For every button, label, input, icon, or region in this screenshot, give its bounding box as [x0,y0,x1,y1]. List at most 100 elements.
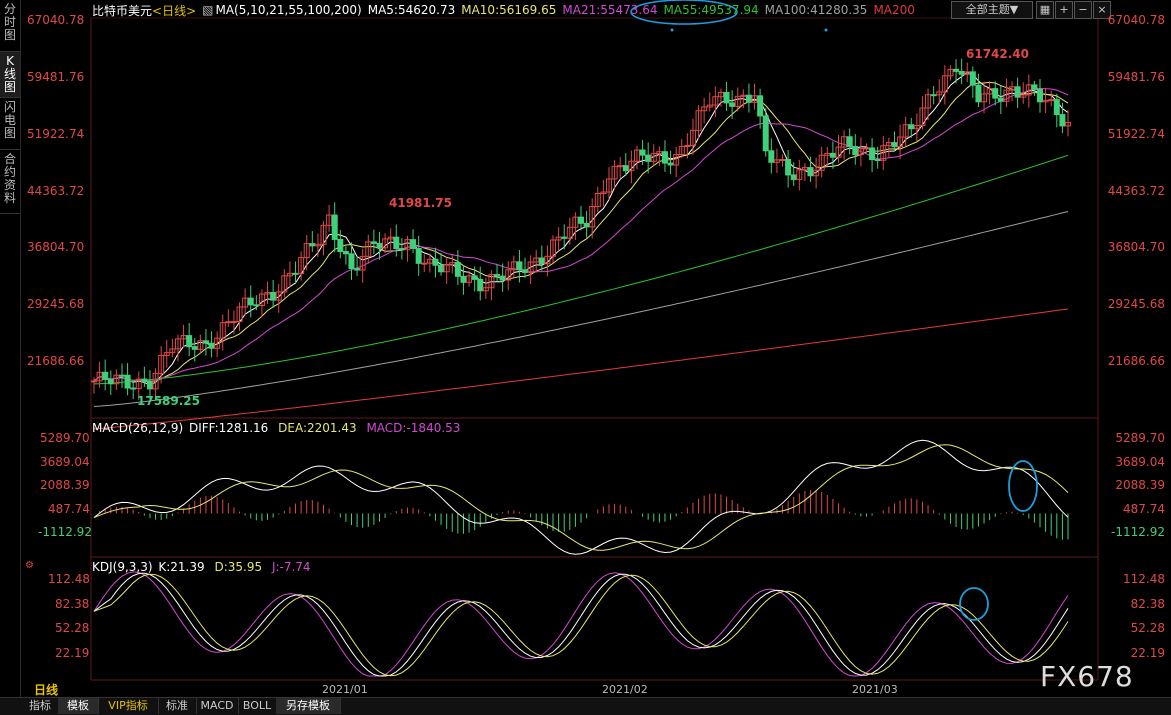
footer-tab-vip-indicator[interactable]: VIP指标 [98,698,159,714]
candle-body [997,97,1004,102]
axis-macd-3: 487.74 [1123,502,1165,516]
ma-settings-icon[interactable]: ▧ [202,3,214,17]
axis-macd-left-4: -1112.92 [38,525,92,539]
footer-tab-standard[interactable]: 标准 [158,698,197,714]
candle-body [695,110,702,131]
footer-tab-boll[interactable]: BOLL [238,698,277,714]
candle-body [298,257,305,274]
candle-body [773,159,780,163]
candle-body [113,374,120,385]
axis-macd-left-3: 487.74 [48,502,90,516]
close-icon[interactable]: × [1093,1,1111,19]
candle-body [572,216,579,228]
candle-body [174,338,181,350]
candle-body [925,94,932,109]
candle-body [152,373,159,390]
tab-contract-info[interactable]: 合约资料 [0,150,20,214]
candle-body [874,159,881,162]
candle-body [633,149,640,162]
footer-tab-save-template[interactable]: 另存模板 [276,698,341,714]
candle-body [404,239,411,251]
candle-body [107,378,114,385]
axis-kdj-left-3: 22.19 [55,646,90,660]
candle-body [421,262,428,265]
axis-main-left-2: 51922.74 [27,127,85,141]
candle-body [846,136,853,148]
candle-body [292,272,299,275]
candle-body [1065,121,1071,127]
tab-flash-chart[interactable]: 闪电图 [0,98,20,150]
candle-body [477,278,484,292]
candle-body [370,241,377,244]
kdj-settings-icon[interactable]: ⚙ [25,560,34,571]
candle-body [706,104,713,108]
candle-body [466,275,473,283]
candle-body [415,247,422,264]
candle-body [488,274,495,289]
kdj-title[interactable]: KDJ(9,3,3) [92,560,153,574]
candle-body [219,322,226,339]
macd-dea-line [93,444,1069,551]
candle-body [555,236,562,241]
candle-body [1031,84,1038,90]
candle-body [902,124,909,138]
candle-body [863,147,870,150]
candle-body [91,380,97,383]
kdj-d-line [93,573,1069,677]
candle-body [667,162,674,166]
footer-tab-indicator[interactable]: 指标 [22,698,59,714]
ma55-value: MA55:49537.94 [663,3,759,17]
candle-body [382,238,389,249]
candle-body [449,262,456,265]
candle-body [281,275,288,293]
candle-body [146,381,153,390]
macd-dea: DEA:2201.43 [278,421,357,435]
macd-value: MACD:-1840.53 [366,421,461,435]
candle-body [818,154,825,171]
candle-body [561,236,568,239]
candle-body [751,95,758,103]
period-selector[interactable]: 日线 [34,683,59,697]
candle-body [1037,88,1044,103]
candle-body [410,239,417,249]
zoom-in-icon[interactable]: + [1055,1,1073,19]
candle-body [650,153,657,162]
macd-title[interactable]: MACD(26,12,9) [92,421,184,435]
candle-body [359,255,366,271]
candle-body [538,257,545,265]
candle-body [387,236,394,240]
axis-main-6: 21686.66 [1107,354,1165,368]
candle-body [785,158,792,176]
zoom-out-icon[interactable]: − [1074,1,1092,19]
high-label-1: 41981.75 [389,196,453,210]
candle-body [913,125,920,130]
candle-body [930,94,937,97]
ma10-value: MA10:56169.65 [461,3,557,17]
grid-icon[interactable]: ▦ [1036,1,1054,19]
axis-main-left-3: 44363.72 [27,184,85,198]
candle-body [936,91,943,96]
axis-macd-2: 2088.39 [1115,478,1165,492]
candle-body [118,374,125,377]
footer-tab-template[interactable]: 模板 [58,698,99,714]
candle-body [813,169,820,177]
kdj-header: KDJ(9,3,3) K:21.39 D:35.95 J:-7.74 [92,560,317,574]
candle-body [1053,99,1060,116]
candle-body [981,93,988,103]
theme-select[interactable]: 全部主题▼ [951,1,1033,19]
candle-body [611,165,618,180]
axis-main-left-1: 59481.76 [27,70,85,84]
candle-body [835,146,842,158]
tab-timeshare[interactable]: 分时图 [0,0,20,52]
candle-body [230,321,237,324]
period-label[interactable]: <日线> [152,3,197,18]
candle-body [264,292,271,295]
candle-body [880,145,887,161]
axis-main-left-4: 36804.70 [27,240,85,254]
highlight-ellipse-kdj [959,587,989,621]
footer-tab-macd[interactable]: MACD [196,698,239,714]
candle-body [1025,84,1032,96]
